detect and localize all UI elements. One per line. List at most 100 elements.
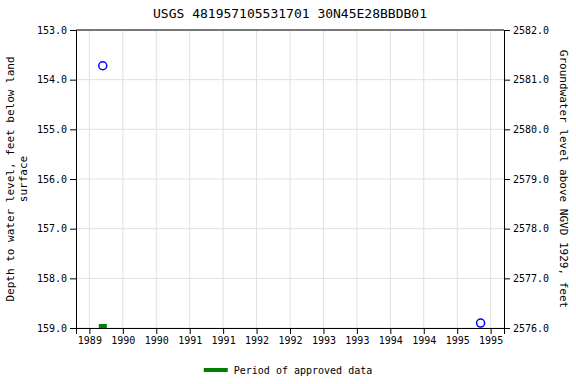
x-axis-tick-mark: [390, 328, 391, 334]
y2-axis-tick-label: 2582.0: [513, 25, 549, 36]
x-axis-tick-mark: [357, 328, 358, 334]
y-grid-line: [76, 79, 504, 80]
y2-axis-tick-label: 2576.0: [513, 323, 549, 334]
marks: [99, 62, 485, 328]
x-axis-tick-label: 1994: [379, 335, 403, 346]
x-axis-tick: 1993: [312, 328, 336, 346]
grid: [76, 30, 504, 328]
y-axis-tick: 154.0: [37, 74, 76, 85]
y2-axis-tick-label: 2577.0: [513, 273, 549, 284]
x-axis-tick-mark: [424, 328, 425, 334]
y-axis-tick-label: 153.0: [37, 25, 67, 36]
y-axis-tick-label: 158.0: [37, 273, 67, 284]
x-axis-tick: 1990: [145, 328, 169, 346]
y2-axis-tick-label: 2578.0: [513, 223, 549, 234]
y-grid-line: [76, 30, 504, 31]
y-axis: 153.0 154.0 155.0 156.0 157.0 158.0 159.0: [37, 25, 77, 334]
y-axis-tick-label: 159.0: [37, 323, 67, 334]
x-axis-tick-mark: [323, 328, 324, 334]
y-axis-tick: 159.0: [37, 323, 76, 334]
x-axis-tick: 1992: [245, 328, 269, 346]
y2-axis-tick-label: 2581.0: [513, 74, 549, 85]
plot-area: 1989199019901991199119921992199319931994…: [37, 25, 549, 346]
series: [99, 62, 485, 327]
y2-axis-tick-mark: [504, 30, 510, 31]
y-axis-tick-label: 156.0: [37, 174, 67, 185]
x-axis-tick-label: 1992: [278, 335, 302, 346]
y2-axis-tick: 2578.0: [504, 223, 549, 234]
x-axis-tick-label: 1990: [145, 335, 169, 346]
y2-axis-tick-mark: [504, 179, 510, 180]
y-grid-line: [76, 179, 504, 180]
chart: 1989199019901991199119921992199319931994…: [0, 0, 576, 384]
y2-axis-tick-mark: [504, 80, 510, 81]
square-marker: [99, 325, 106, 329]
x-axis-tick-label: 1991: [212, 335, 236, 346]
y-grid-line: [76, 129, 504, 130]
y-axis-tick-mark: [70, 278, 76, 279]
y-axis-tick-mark: [70, 179, 76, 180]
y2-axis-tick: 2582.0: [504, 25, 549, 36]
circle-marker: [99, 62, 107, 70]
plot-frame: [76, 30, 504, 31]
y-axis-tick-mark: [70, 80, 76, 81]
x-axis-tick-mark: [457, 328, 458, 334]
x-axis-tick-mark: [491, 328, 492, 334]
x-axis-tick: 1995: [479, 328, 503, 346]
x-axis-tick-mark: [190, 328, 191, 334]
x-axis-tick: 1994: [379, 328, 403, 346]
x-axis-tick-label: 1995: [446, 335, 470, 346]
y2-axis-tick-mark: [504, 129, 510, 130]
y2-axis-tick: 2577.0: [504, 273, 549, 284]
y2-axis-line: [505, 31, 511, 329]
y-axis-tick: 158.0: [37, 273, 76, 284]
x-axis-tick-mark: [290, 328, 291, 334]
y-axis-tick-mark: [70, 129, 76, 130]
y2-axis-tick: 2576.0: [504, 323, 549, 334]
x-axis-tick-mark: [223, 328, 224, 334]
y2-axis-tick-mark: [504, 229, 510, 230]
y2-axis-tick: 2580.0: [504, 124, 549, 135]
x-axis-tick: 1991: [212, 328, 236, 346]
y-grid-line: [76, 278, 504, 279]
y-axis-tick: 157.0: [37, 223, 76, 234]
x-axis-tick: 1989: [78, 328, 102, 346]
x-axis-tick-mark: [156, 328, 157, 334]
y2-axis-tick-mark: [504, 328, 510, 329]
x-axis-tick: 1994: [412, 328, 436, 346]
y2-axis-tick-label: 2580.0: [513, 124, 549, 135]
x-axis-tick-label: 1990: [111, 335, 135, 346]
legend-item: Period of approved data: [204, 365, 372, 376]
x-axis-tick: 1992: [278, 328, 302, 346]
x-axis-tick-label: 1989: [78, 335, 102, 346]
circle-marker: [477, 319, 485, 327]
x-axis: 1989199019901991199119921992199319931994…: [77, 328, 505, 346]
y-axis-tick-mark: [70, 328, 76, 329]
x-axis-line: [77, 329, 505, 335]
y-axis-tick-label: 157.0: [37, 223, 67, 234]
series: [99, 325, 106, 329]
x-axis-tick: 1990: [111, 328, 135, 346]
x-axis-tick-label: 1992: [245, 335, 269, 346]
x-axis-tick-mark: [257, 328, 258, 334]
x-axis-tick-label: 1994: [412, 335, 436, 346]
y-grid-line: [76, 228, 504, 229]
x-axis-tick-label: 1995: [479, 335, 503, 346]
y-axis-tick: 156.0: [37, 174, 76, 185]
x-axis-tick-label: 1991: [178, 335, 202, 346]
y2-axis-tick-mark: [504, 278, 510, 279]
y-axis-label: Depth to water level, feet below landsur…: [4, 56, 30, 301]
y2-axis: 2582.0 2581.0 2580.0 2579.0 2578.0 2577.0 2576…: [504, 25, 549, 334]
y-axis-tick: 155.0: [37, 124, 76, 135]
x-axis-tick-label: 1993: [312, 335, 336, 346]
x-axis-tick: 1991: [178, 328, 202, 346]
y-axis-tick-label: 155.0: [37, 124, 67, 135]
y-axis-tick: 153.0: [37, 25, 76, 36]
y2-axis-tick: 2579.0: [504, 174, 549, 185]
y2-axis-label: Groundwater level above NGVD 1929, feet: [557, 50, 570, 308]
x-axis-tick-mark: [89, 328, 90, 334]
y2-axis-tick-label: 2579.0: [513, 174, 549, 185]
legend-swatch: [204, 368, 228, 372]
y-axis-tick-mark: [70, 229, 76, 230]
legend-label: Period of approved data: [234, 365, 372, 376]
